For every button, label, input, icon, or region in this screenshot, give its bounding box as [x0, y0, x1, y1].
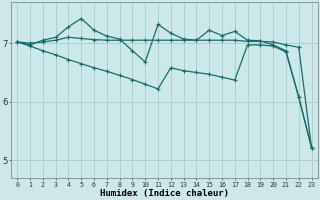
- X-axis label: Humidex (Indice chaleur): Humidex (Indice chaleur): [100, 189, 229, 198]
